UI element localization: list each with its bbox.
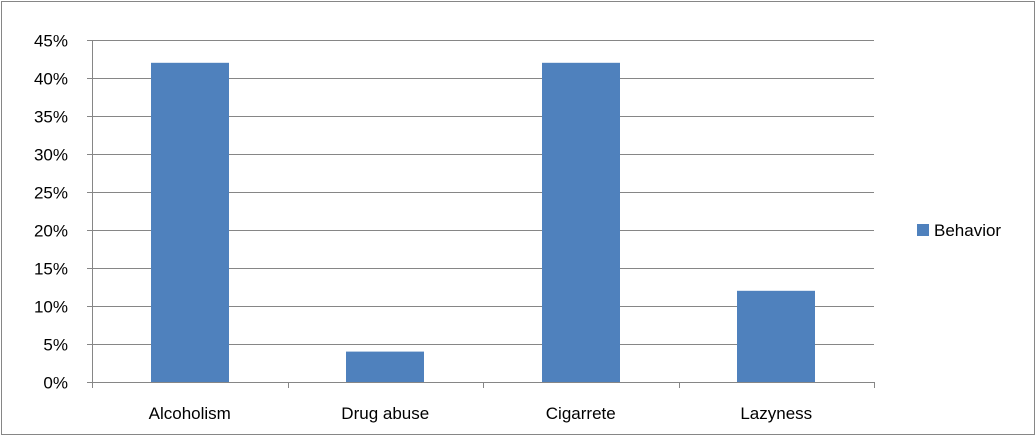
x-tick-labels: Alcoholism Drug abuse Cigarrete Lazyness	[149, 404, 813, 423]
y-tick-labels: 0% 5% 10% 15% 20% 25% 30% 35% 40% 45%	[34, 32, 68, 393]
bars	[151, 62, 815, 383]
legend-swatch-behavior	[917, 224, 929, 236]
x-tick-label: Drug abuse	[341, 404, 429, 423]
x-tick-label: Alcoholism	[149, 404, 231, 423]
y-tick-label: 20%	[34, 222, 68, 241]
y-tick-label: 40%	[34, 70, 68, 89]
y-tick-label: 45%	[34, 32, 68, 51]
y-tick-label: 5%	[43, 336, 68, 355]
y-tick-label: 15%	[34, 260, 68, 279]
legend-label-behavior: Behavior	[934, 221, 1001, 240]
y-tick-label: 25%	[34, 184, 68, 203]
x-tick-label: Lazyness	[740, 404, 812, 423]
y-tick-label: 10%	[34, 298, 68, 317]
legend: Behavior	[917, 221, 1001, 240]
x-tick-label: Cigarrete	[546, 404, 616, 423]
bar-lazyness	[737, 290, 815, 382]
bar-cigarrete	[542, 62, 620, 383]
axes	[92, 40, 875, 388]
bar-alcoholism	[151, 62, 229, 383]
y-tick-label: 0%	[43, 374, 68, 393]
y-tick-label: 30%	[34, 146, 68, 165]
y-tick-label: 35%	[34, 108, 68, 127]
bar-drug-abuse	[346, 351, 424, 382]
